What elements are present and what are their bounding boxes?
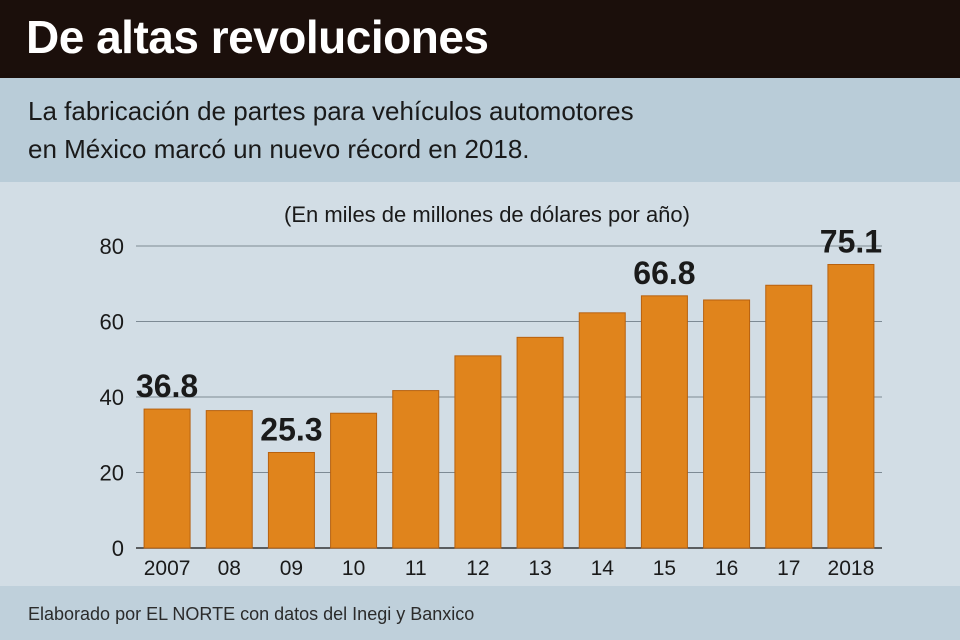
y-tick-label: 0 xyxy=(112,536,124,561)
y-tick-label: 80 xyxy=(100,234,124,259)
source-note: Elaborado por EL NORTE con datos del Ine… xyxy=(28,604,475,624)
bar-10 xyxy=(330,412,378,549)
x-tick-label: 17 xyxy=(777,557,800,580)
x-tick-label: 09 xyxy=(280,557,303,580)
data-labels: 36.8 25.3 66.8 75.1 xyxy=(136,223,882,447)
chart-area: (En miles de millones de dólares por año… xyxy=(0,182,960,586)
bar-15 xyxy=(640,295,688,549)
bar-16 xyxy=(703,299,751,549)
x-tick-label: 11 xyxy=(405,557,427,580)
gridlines xyxy=(136,245,882,549)
data-label: 75.1 xyxy=(820,223,882,259)
bar-17 xyxy=(765,284,813,549)
x-tick-label: 16 xyxy=(715,557,738,580)
chart-title: De altas revoluciones xyxy=(26,11,489,63)
bars xyxy=(143,263,875,549)
bar-2018 xyxy=(827,263,875,549)
x-tick-label: 2018 xyxy=(828,557,875,580)
subtitle-line-1: La fabricación de partes para vehículos … xyxy=(28,96,634,126)
x-tick-label: 2007 xyxy=(144,557,191,580)
x-tick-labels: 2007 08 09 10 11 12 13 14 15 16 17 2018 xyxy=(144,557,875,580)
bar-14 xyxy=(578,312,626,549)
bar-2007 xyxy=(143,408,191,549)
y-tick-label: 40 xyxy=(100,385,124,410)
subtitle-band: La fabricación de partes para vehículos … xyxy=(0,78,960,182)
x-tick-label: 10 xyxy=(342,557,365,580)
x-tick-label: 14 xyxy=(591,557,615,580)
bar-08 xyxy=(205,410,253,549)
y-tick-labels: 0 20 40 60 80 xyxy=(100,234,124,561)
bar-12 xyxy=(454,355,502,549)
x-tick-label: 08 xyxy=(218,557,241,580)
y-tick-label: 60 xyxy=(100,310,124,335)
x-tick-label: 15 xyxy=(653,557,676,580)
bar-09 xyxy=(267,451,315,549)
units-label: (En miles de millones de dólares por año… xyxy=(284,202,690,227)
footer: Elaborado por EL NORTE con datos del Ine… xyxy=(0,586,960,640)
y-tick-label: 20 xyxy=(100,461,124,486)
chart-subtitle: La fabricación de partes para vehículos … xyxy=(28,92,928,168)
bar-11 xyxy=(392,390,440,549)
data-label: 36.8 xyxy=(136,368,198,404)
x-tick-label: 13 xyxy=(528,557,551,580)
bar-chart: (En miles de millones de dólares por año… xyxy=(100,202,883,580)
data-label: 25.3 xyxy=(260,411,322,447)
subtitle-line-2: en México marcó un nuevo récord en 2018. xyxy=(28,134,530,164)
data-label: 66.8 xyxy=(633,255,695,291)
x-tick-label: 12 xyxy=(466,557,489,580)
title-bar: De altas revoluciones xyxy=(0,0,960,78)
bar-13 xyxy=(516,336,564,549)
